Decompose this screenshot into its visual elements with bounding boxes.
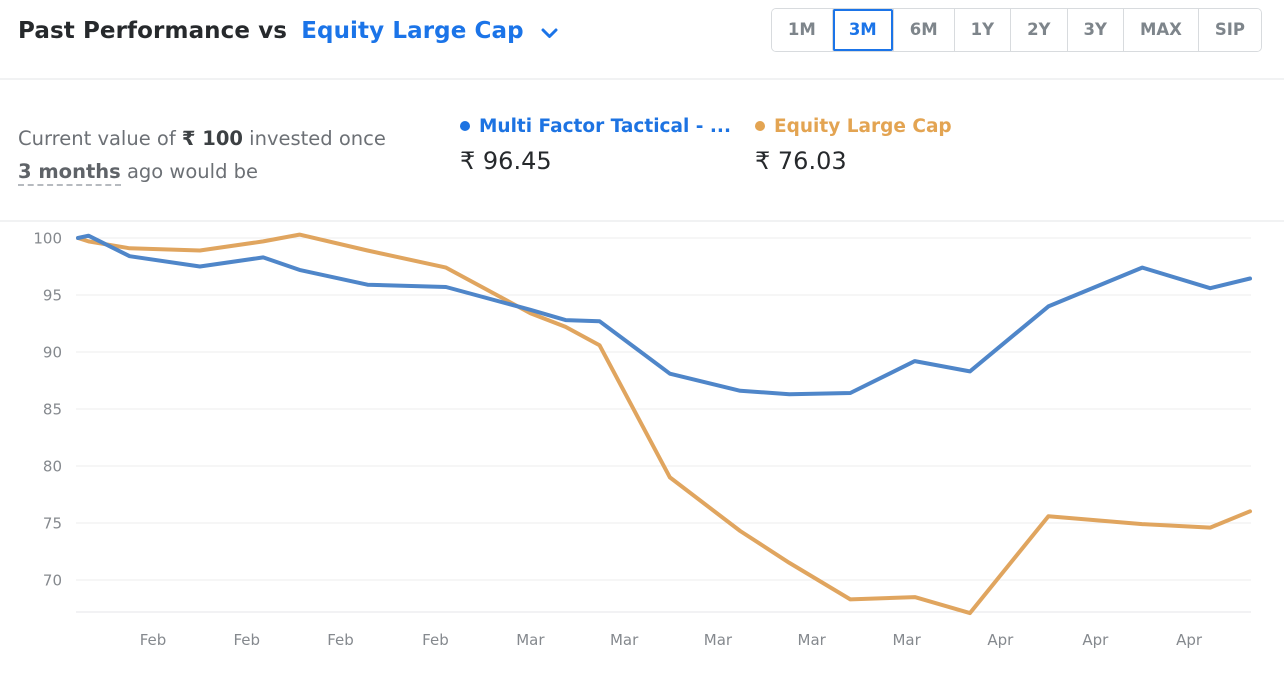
- y-axis-label: 95: [43, 287, 62, 305]
- y-axis-label: 90: [43, 344, 62, 362]
- x-axis-label: Feb: [327, 631, 354, 649]
- period-button-1y[interactable]: 1Y: [953, 9, 1011, 51]
- summary-amount: ₹ 100: [181, 127, 243, 150]
- x-axis-label: Feb: [233, 631, 260, 649]
- y-axis-label: 85: [43, 401, 62, 419]
- period-button-6m[interactable]: 6M: [892, 9, 954, 51]
- x-axis-label: Apr: [1176, 631, 1203, 649]
- x-axis-label: Apr: [1082, 631, 1109, 649]
- title-row: Past Performance vs Equity Large Cap: [18, 18, 558, 44]
- legend-label-fund: Multi Factor Tactical - ...: [479, 116, 731, 137]
- page-title: Past Performance vs: [18, 18, 288, 44]
- legend-value-fund: ₹ 96.45: [460, 147, 552, 175]
- x-axis-label: Feb: [140, 631, 167, 649]
- x-axis-label: Apr: [987, 631, 1014, 649]
- x-axis-label: Mar: [610, 631, 639, 649]
- y-axis-label: 80: [43, 458, 62, 476]
- invested-value-text: Current value of ₹ 100 invested once 3 m…: [18, 122, 438, 188]
- summary-section: Current value of ₹ 100 invested once 3 m…: [0, 80, 1284, 222]
- performance-chart: 100 95 90 85 80 75 70 Feb Feb Feb Feb Mar Mar Mar Mar M…: [33, 230, 1252, 649]
- benchmark-line: [76, 232, 1252, 616]
- comparison-label: Equity Large Cap: [301, 18, 524, 44]
- legend-item-benchmark: Equity Large Cap ₹ 76.03: [755, 116, 952, 175]
- legend-label-benchmark: Equity Large Cap: [774, 116, 952, 137]
- y-axis-label: 75: [43, 515, 62, 533]
- chart-area[interactable]: 100 95 90 85 80 75 70 Feb Feb Feb Feb Mar Mar Mar Mar M…: [0, 222, 1284, 678]
- benchmark-dot-icon: [755, 121, 765, 131]
- period-button-2y[interactable]: 2Y: [1010, 9, 1067, 51]
- period-button-3m[interactable]: 3M: [831, 9, 893, 51]
- header: Past Performance vs Equity Large Cap 1M 3…: [0, 0, 1284, 80]
- fund-line: [76, 233, 1252, 397]
- period-button-1m[interactable]: 1M: [771, 9, 832, 51]
- x-axis-label: Mar: [516, 631, 545, 649]
- period-button-sip[interactable]: SIP: [1197, 9, 1261, 51]
- x-axis-label: Mar: [892, 631, 921, 649]
- y-axis-label: 70: [43, 572, 62, 590]
- period-selector: 1M 3M 6M 1Y 2Y 3Y MAX SIP: [770, 8, 1262, 52]
- legend-value-benchmark: ₹ 76.03: [755, 147, 847, 175]
- summary-text-middle: invested once: [249, 127, 386, 150]
- summary-text-before: Current value of: [18, 127, 176, 150]
- chevron-down-icon: [541, 28, 558, 38]
- summary-duration: 3 months: [18, 160, 121, 186]
- summary-text-after: ago would be: [126, 160, 259, 183]
- period-button-3y[interactable]: 3Y: [1066, 9, 1123, 51]
- period-button-max[interactable]: MAX: [1122, 9, 1198, 51]
- legend-item-fund: Multi Factor Tactical - ... ₹ 96.45: [460, 116, 731, 175]
- y-axis-label: 100: [33, 230, 62, 248]
- x-axis-label: Mar: [798, 631, 827, 649]
- legend-head-benchmark: Equity Large Cap: [755, 116, 952, 137]
- x-axis-label: Mar: [704, 631, 733, 649]
- fund-dot-icon: [460, 121, 470, 131]
- x-axis-label: Feb: [422, 631, 449, 649]
- comparison-selector[interactable]: Equity Large Cap: [301, 18, 558, 44]
- legend-head-fund: Multi Factor Tactical - ...: [460, 116, 731, 137]
